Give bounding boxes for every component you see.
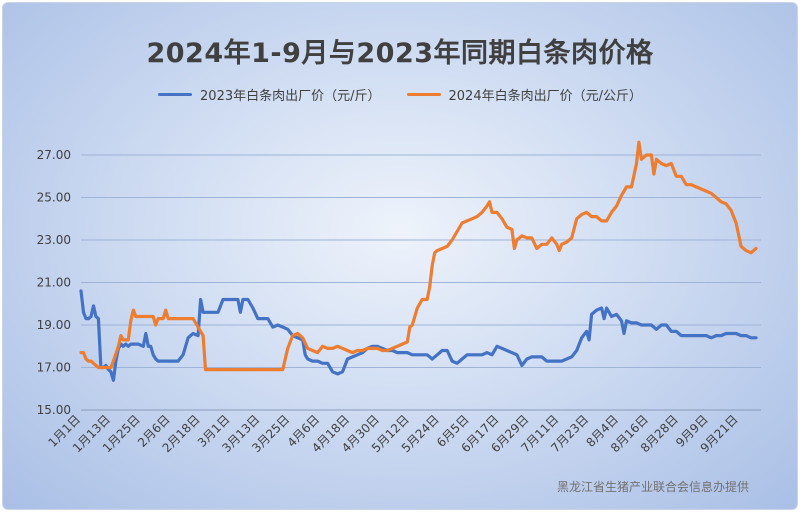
y-tick-label: 25.00 — [37, 191, 71, 205]
legend-label-2024: 2024年白条肉出厂价（元/公斤） — [448, 89, 642, 104]
y-tick-label: 21.00 — [37, 276, 71, 290]
y-tick-label: 23.00 — [37, 233, 71, 247]
source-credit: 黑龙江省生猪产业联合会信息办提供 — [556, 480, 749, 494]
legend-item-2024: 2024年白条肉出厂价（元/公斤） — [406, 85, 642, 104]
legend: 2023年白条肉出厂价（元/斤） 2024年白条肉出厂价（元/公斤） — [3, 85, 797, 104]
y-axis: 15.00 17.00 19.00 21.00 23.00 25.00 27.00 — [37, 148, 71, 417]
y-tick-label: 17.00 — [37, 361, 71, 375]
y-tick-label: 15.00 — [37, 403, 71, 417]
y-tick-label: 19.00 — [37, 318, 71, 332]
legend-label-2023: 2023年白条肉出厂价（元/斤） — [200, 89, 381, 104]
series-lines — [79, 140, 758, 382]
y-tick-label: 27.00 — [37, 148, 71, 162]
x-axis: 1月1日1月13日1月25日2月6日2月18日3月1日3月13日3月25日4月6… — [45, 412, 740, 455]
legend-swatch-2024 — [406, 93, 441, 96]
grid — [81, 154, 761, 411]
chart-title: 2024年1-9月与2023年同期白条肉价格 — [146, 38, 654, 69]
legend-swatch-2023 — [158, 93, 193, 96]
legend-item-2023: 2023年白条肉出厂价（元/斤） — [158, 85, 381, 104]
series-line-2024 — [79, 140, 758, 372]
line-chart: 15.00 17.00 19.00 21.00 23.00 25.00 27.00 1月1日… — [37, 140, 761, 455]
